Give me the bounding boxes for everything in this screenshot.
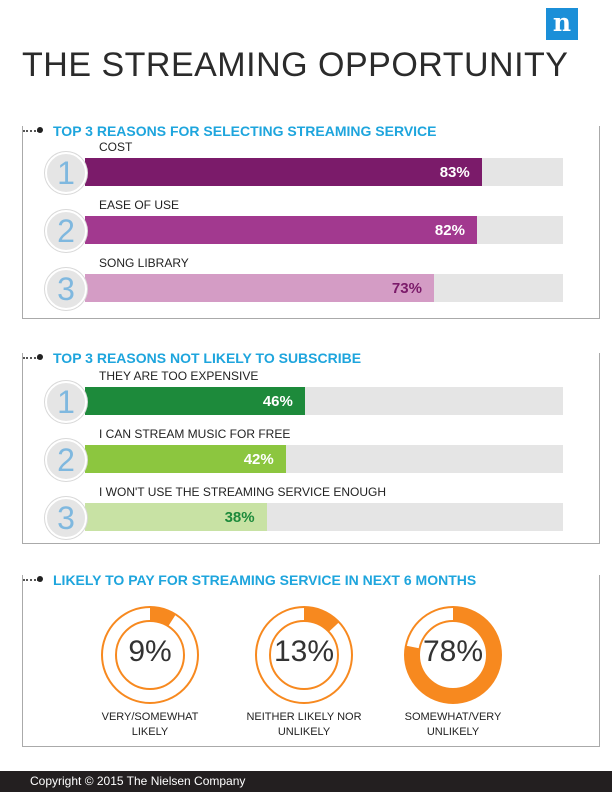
donut-inner-ring xyxy=(115,620,185,690)
bar-fill: 83% xyxy=(85,158,482,186)
rank-number: 2 xyxy=(57,442,75,478)
bar-fill: 38% xyxy=(85,503,267,531)
rank-number: 2 xyxy=(57,213,75,249)
bar-row: 46% 1 THEY ARE TOO EXPENSIVE xyxy=(45,369,565,423)
donut-chart xyxy=(101,606,199,704)
rank-number: 3 xyxy=(57,500,75,536)
rank-badge: 3 xyxy=(45,497,87,539)
rank-badge: 3 xyxy=(45,268,87,310)
donut-somewhat-very-unlikely: 78% xyxy=(403,605,503,705)
bar-row: 82% 2 EASE OF USE xyxy=(45,198,565,252)
bar-value-label: 83% xyxy=(439,164,470,181)
bar-label: EASE OF USE xyxy=(99,198,180,212)
donut-label-neither: NEITHER LIKELY NOR UNLIKELY xyxy=(234,710,374,740)
section-likely-pay: LIKELY TO PAY FOR STREAMING SERVICE IN N… xyxy=(22,572,600,747)
donut-slice xyxy=(405,607,501,703)
donut-slice xyxy=(256,607,352,703)
donut-label-line: SOMEWHAT/VERY xyxy=(404,711,502,723)
bar-row: 38% 3 I WON'T USE THE STREAMING SERVICE EN… xyxy=(45,485,565,539)
donut-label-line: UNLIKELY xyxy=(426,726,480,738)
donut-chart xyxy=(404,606,502,704)
bar-track: 73% xyxy=(85,274,563,302)
dotted-leader xyxy=(23,579,39,581)
section-head: TOP 3 REASONS FOR SELECTING STREAMING SE… xyxy=(23,123,599,139)
bullet-dot xyxy=(37,576,43,582)
donut-label-unlikely: SOMEWHAT/VERY UNLIKELY xyxy=(383,710,523,740)
bar-label: SONG LIBRARY xyxy=(99,256,189,270)
donut-label-line: UNLIKELY xyxy=(277,726,331,738)
dotted-leader xyxy=(23,130,39,132)
rank-number: 3 xyxy=(57,271,75,307)
donut-label-line: VERY/SOMEWHAT xyxy=(101,711,199,723)
bar-value-label: 82% xyxy=(434,222,465,239)
copyright-text: Copyright © 2015 The Nielsen Company xyxy=(30,774,246,788)
nielsen-logo: n xyxy=(546,8,578,40)
bullet-dot xyxy=(37,127,43,133)
donut-neither: 13% xyxy=(254,605,354,705)
footer: Copyright © 2015 The Nielsen Company xyxy=(0,771,612,792)
bar-row: 42% 2 I CAN STREAM MUSIC FOR FREE xyxy=(45,427,565,481)
bar-value-label: 38% xyxy=(224,509,255,526)
bar-fill: 42% xyxy=(85,445,286,473)
donut-value: 13% xyxy=(273,635,335,668)
bar-value-label: 73% xyxy=(391,280,422,297)
bar-track: 83% xyxy=(85,158,563,186)
bullet-dot xyxy=(37,354,43,360)
donut-label-line: LIKELY xyxy=(131,726,169,738)
donut-very-somewhat-likely: 9% xyxy=(100,605,200,705)
donut-label-line: NEITHER LIKELY NOR xyxy=(246,711,362,723)
bar-label: I CAN STREAM MUSIC FOR FREE xyxy=(99,427,291,441)
donut-chart xyxy=(255,606,353,704)
bar-value-label: 42% xyxy=(243,451,274,468)
section-title-not-subscribe: TOP 3 REASONS NOT LIKELY TO SUBSCRIBE xyxy=(53,350,362,366)
bar-label: THEY ARE TOO EXPENSIVE xyxy=(99,369,259,383)
bar-track: 46% xyxy=(85,387,563,415)
section-not-subscribe: TOP 3 REASONS NOT LIKELY TO SUBSCRIBE 46… xyxy=(22,350,600,544)
bar-track: 82% xyxy=(85,216,563,244)
dotted-leader xyxy=(23,357,39,359)
bar-fill: 73% xyxy=(85,274,434,302)
section-title-selecting: TOP 3 REASONS FOR SELECTING STREAMING SE… xyxy=(53,123,437,139)
bar-fill: 46% xyxy=(85,387,305,415)
section-title-likely-pay: LIKELY TO PAY FOR STREAMING SERVICE IN N… xyxy=(53,572,477,588)
donut-value: 78% xyxy=(422,635,484,668)
donut-slice xyxy=(102,607,198,703)
rank-number: 1 xyxy=(57,155,75,191)
bar-label: I WON'T USE THE STREAMING SERVICE ENOUGH xyxy=(99,485,386,499)
bar-fill: 82% xyxy=(85,216,477,244)
bar-value-label: 46% xyxy=(262,393,293,410)
bar-track: 42% xyxy=(85,445,563,473)
bar-row: 73% 3 SONG LIBRARY xyxy=(45,256,565,310)
bar-track: 38% xyxy=(85,503,563,531)
section-selecting: TOP 3 REASONS FOR SELECTING STREAMING SE… xyxy=(22,123,600,319)
rank-number: 1 xyxy=(57,384,75,420)
section-head: TOP 3 REASONS NOT LIKELY TO SUBSCRIBE xyxy=(23,350,599,366)
donut-value: 9% xyxy=(128,635,172,668)
rank-badge: 2 xyxy=(45,439,87,481)
rank-badge: 1 xyxy=(45,152,87,194)
bar-label: COST xyxy=(99,140,133,154)
donut-label-likely: VERY/SOMEWHAT LIKELY xyxy=(80,710,220,740)
page-title: THE STREAMING OPPORTUNITY xyxy=(22,46,569,84)
rank-badge: 2 xyxy=(45,210,87,252)
section-head: LIKELY TO PAY FOR STREAMING SERVICE IN N… xyxy=(23,572,599,588)
bar-row: 83% 1 COST xyxy=(45,140,565,194)
rank-badge: 1 xyxy=(45,381,87,423)
